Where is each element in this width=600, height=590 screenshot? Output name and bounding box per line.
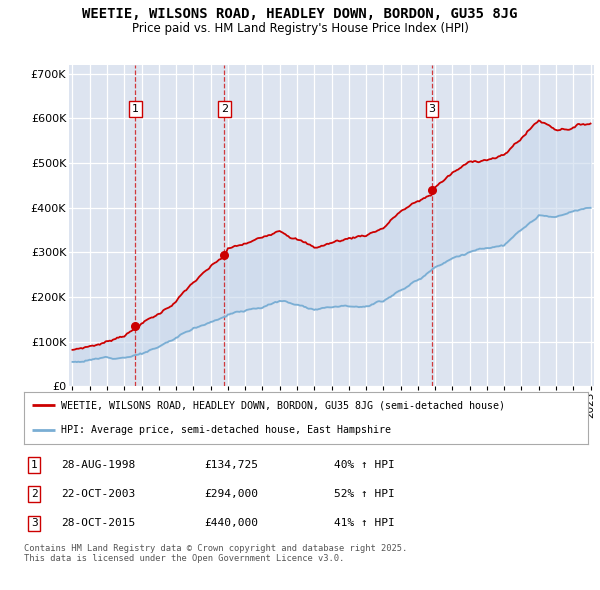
Text: 3: 3 xyxy=(31,519,38,529)
Text: 3: 3 xyxy=(428,104,436,114)
Text: WEETIE, WILSONS ROAD, HEADLEY DOWN, BORDON, GU35 8JG (semi-detached house): WEETIE, WILSONS ROAD, HEADLEY DOWN, BORD… xyxy=(61,400,505,410)
Text: £134,725: £134,725 xyxy=(205,460,259,470)
Text: 28-AUG-1998: 28-AUG-1998 xyxy=(61,460,135,470)
Text: Price paid vs. HM Land Registry's House Price Index (HPI): Price paid vs. HM Land Registry's House … xyxy=(131,22,469,35)
Text: £294,000: £294,000 xyxy=(205,489,259,499)
Text: 1: 1 xyxy=(31,460,38,470)
Text: WEETIE, WILSONS ROAD, HEADLEY DOWN, BORDON, GU35 8JG: WEETIE, WILSONS ROAD, HEADLEY DOWN, BORD… xyxy=(82,7,518,21)
Text: 41% ↑ HPI: 41% ↑ HPI xyxy=(334,519,395,529)
Text: 2: 2 xyxy=(221,104,228,114)
Text: HPI: Average price, semi-detached house, East Hampshire: HPI: Average price, semi-detached house,… xyxy=(61,425,391,435)
Text: 2: 2 xyxy=(31,489,38,499)
Text: 28-OCT-2015: 28-OCT-2015 xyxy=(61,519,135,529)
Text: 1: 1 xyxy=(132,104,139,114)
Text: £440,000: £440,000 xyxy=(205,519,259,529)
Text: 52% ↑ HPI: 52% ↑ HPI xyxy=(334,489,395,499)
Text: 22-OCT-2003: 22-OCT-2003 xyxy=(61,489,135,499)
Text: Contains HM Land Registry data © Crown copyright and database right 2025.
This d: Contains HM Land Registry data © Crown c… xyxy=(24,544,407,563)
Text: 40% ↑ HPI: 40% ↑ HPI xyxy=(334,460,395,470)
